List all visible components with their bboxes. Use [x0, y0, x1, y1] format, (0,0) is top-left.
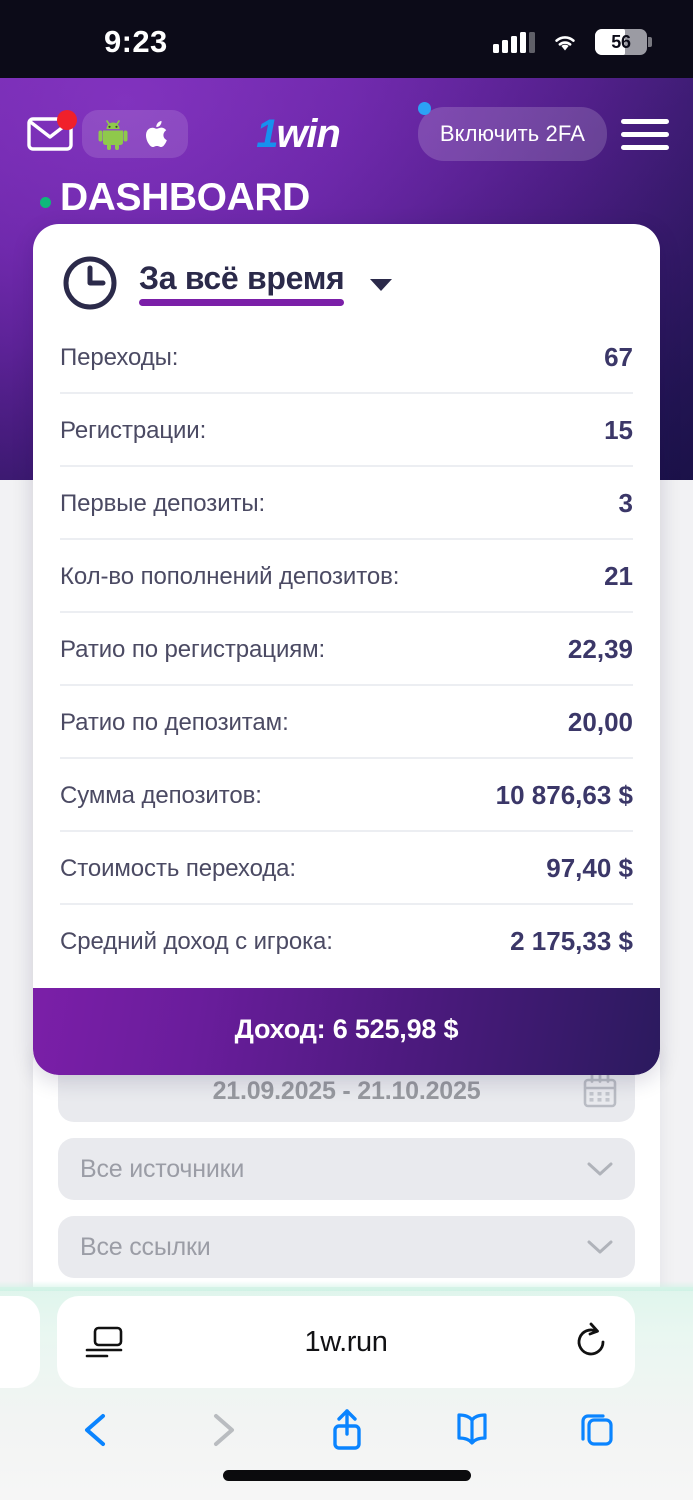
stat-value: 97,40 $: [546, 853, 633, 883]
share-icon[interactable]: [323, 1406, 371, 1454]
chevron-down-icon: [587, 1162, 613, 1176]
tabs-icon[interactable]: [573, 1406, 621, 1454]
stat-value: 15: [604, 415, 633, 445]
home-indicator: [222, 1470, 471, 1481]
page-title: DASHBOARD: [40, 178, 310, 217]
stat-label: Стоимость перехода:: [60, 854, 297, 882]
brand-logo-win: win: [276, 112, 341, 156]
stat-label: Ратио по регистрациям:: [60, 635, 326, 663]
stat-label: Переходы:: [60, 343, 179, 371]
table-row: Средний доход с игрока: 2 175,33 $: [60, 903, 633, 976]
period-label-wrap: За всё время: [139, 260, 345, 306]
bookmarks-book-icon[interactable]: [448, 1406, 496, 1454]
table-row: Регистрации: 15: [60, 392, 633, 465]
stat-label: Ратио по депозитам:: [60, 708, 289, 736]
adjacent-tab-peek[interactable]: [0, 1296, 40, 1388]
back-chevron-icon[interactable]: [73, 1406, 121, 1454]
title-bullet-dot: [40, 196, 51, 208]
mail-button[interactable]: [24, 108, 77, 160]
enable-2fa-button[interactable]: Включить 2FA: [417, 107, 607, 161]
statistics-list: Переходы: 67 Регистрации: 15 Первые депо…: [33, 336, 660, 976]
battery-level: 56: [611, 31, 631, 52]
table-row: Стоимость перехода: 97,40 $: [60, 830, 633, 903]
cellular-signal-icon: [493, 31, 535, 53]
wifi-icon: [555, 36, 575, 51]
page-title-text: DASHBOARD: [60, 176, 310, 219]
brand-logo-1: 1: [256, 112, 278, 156]
brand-logo[interactable]: 1 win: [178, 102, 431, 156]
clock-icon: [63, 256, 117, 310]
table-row: Ратио по регистрациям: 22,39: [60, 611, 633, 684]
table-row: Кол-во пополнений депозитов: 21: [60, 538, 633, 611]
table-row: Ратио по депозитам: 20,00: [60, 684, 633, 757]
reload-icon[interactable]: [573, 1322, 609, 1362]
battery-icon: 56: [595, 29, 652, 55]
source-select[interactable]: Все источники: [58, 1138, 635, 1200]
stat-value: 67: [604, 342, 633, 372]
stat-value: 21: [604, 561, 633, 591]
stat-value: 2 175,33 $: [510, 926, 633, 956]
source-select-value: Все источники: [80, 1154, 245, 1183]
period-selector[interactable]: За всё время: [33, 224, 660, 336]
period-underline: [139, 299, 345, 306]
link-select-value: Все ссылки: [80, 1232, 211, 1261]
top-navigation: 1 win Включить 2FA: [0, 98, 693, 170]
forward-chevron-icon: [213, 1414, 234, 1446]
calendar-icon[interactable]: [581, 1072, 619, 1110]
stat-label: Кол-во пополнений депозитов:: [60, 562, 400, 590]
safari-toolbar: [0, 1399, 693, 1461]
income-text: Доход: 6 525,98 $: [234, 1014, 459, 1044]
page-settings-icon[interactable]: [83, 1324, 125, 1360]
status-bar: 9:23 56: [0, 0, 693, 78]
status-indicators: 56: [493, 29, 652, 55]
apple-icon[interactable]: [140, 117, 174, 151]
chevron-down-icon: [587, 1240, 613, 1254]
table-row: Сумма депозитов: 10 876,63 $: [60, 757, 633, 830]
url-bar[interactable]: 1w.run: [57, 1296, 635, 1388]
stat-label: Сумма депозитов:: [60, 781, 262, 809]
stat-value: 3: [618, 488, 633, 518]
stat-value: 10 876,63 $: [495, 780, 633, 810]
stat-value: 20,00: [567, 707, 633, 737]
table-row: Первые депозиты: 3: [60, 465, 633, 538]
stat-label: Средний доход с игрока:: [60, 927, 333, 955]
android-icon[interactable]: [96, 117, 130, 151]
brand-logo-dot: [417, 102, 431, 115]
link-select[interactable]: Все ссылки: [58, 1216, 635, 1278]
status-time: 9:23: [104, 24, 168, 59]
period-label: За всё время: [139, 260, 345, 296]
os-links-group: [82, 110, 188, 158]
url-text: 1w.run: [304, 1325, 388, 1358]
income-banner: Доход: 6 525,98 $: [33, 988, 660, 1075]
stat-value: 22,39: [567, 634, 633, 664]
statistics-card: За всё время Переходы: 67 Регистрации: 1…: [33, 224, 660, 1075]
stat-label: Регистрации:: [60, 416, 207, 444]
notification-badge: [57, 110, 77, 130]
stat-label: Первые депозиты:: [60, 489, 266, 517]
hamburger-menu-icon[interactable]: [621, 118, 669, 150]
chevron-down-icon[interactable]: [370, 279, 393, 291]
table-row: Переходы: 67: [60, 336, 633, 392]
date-range-value: 21.09.2025 - 21.10.2025: [212, 1076, 481, 1105]
safari-bottom-bar: 1w.run: [0, 1281, 693, 1500]
